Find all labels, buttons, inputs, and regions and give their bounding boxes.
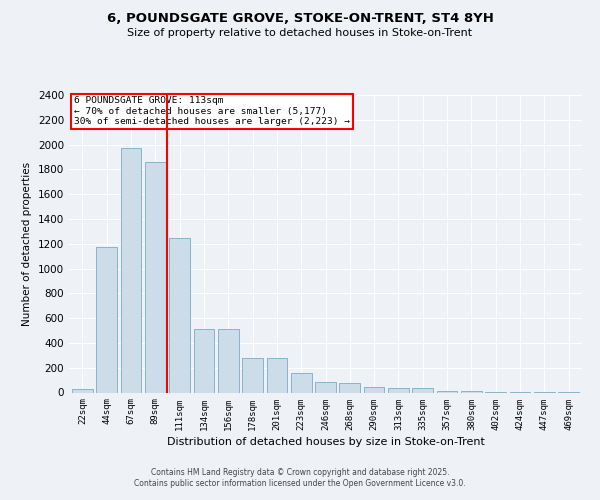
Bar (315, 382, 336, 392)
Text: Contains HM Land Registry data © Crown copyright and database right 2025.
Contai: Contains HM Land Registry data © Crown c… (134, 468, 466, 487)
X-axis label: Distribution of detached houses by size in Stoke-on-Trent: Distribution of detached houses by size … (167, 436, 484, 446)
Text: 6 POUNDSGATE GROVE: 113sqm
← 70% of detached houses are smaller (5,177)
30% of s: 6 POUNDSGATE GROVE: 113sqm ← 70% of deta… (74, 96, 350, 126)
Bar (145, 162, 166, 392)
Bar (340, 383, 360, 392)
Text: Size of property relative to detached houses in Stoke-on-Trent: Size of property relative to detached ho… (127, 28, 473, 38)
Bar (218, 328, 239, 392)
Bar (72, 390, 93, 392)
Bar (364, 387, 385, 392)
Bar (97, 247, 117, 392)
Bar (388, 388, 409, 392)
Text: 6, POUNDSGATE GROVE, STOKE-ON-TRENT, ST4 8YH: 6, POUNDSGATE GROVE, STOKE-ON-TRENT, ST4… (107, 12, 493, 26)
Bar (291, 374, 311, 392)
Bar (266, 358, 287, 392)
Bar (121, 148, 142, 392)
Bar (194, 328, 214, 392)
Bar (412, 388, 433, 392)
Bar (169, 238, 190, 392)
Y-axis label: Number of detached properties: Number of detached properties (22, 162, 32, 326)
Bar (242, 358, 263, 392)
